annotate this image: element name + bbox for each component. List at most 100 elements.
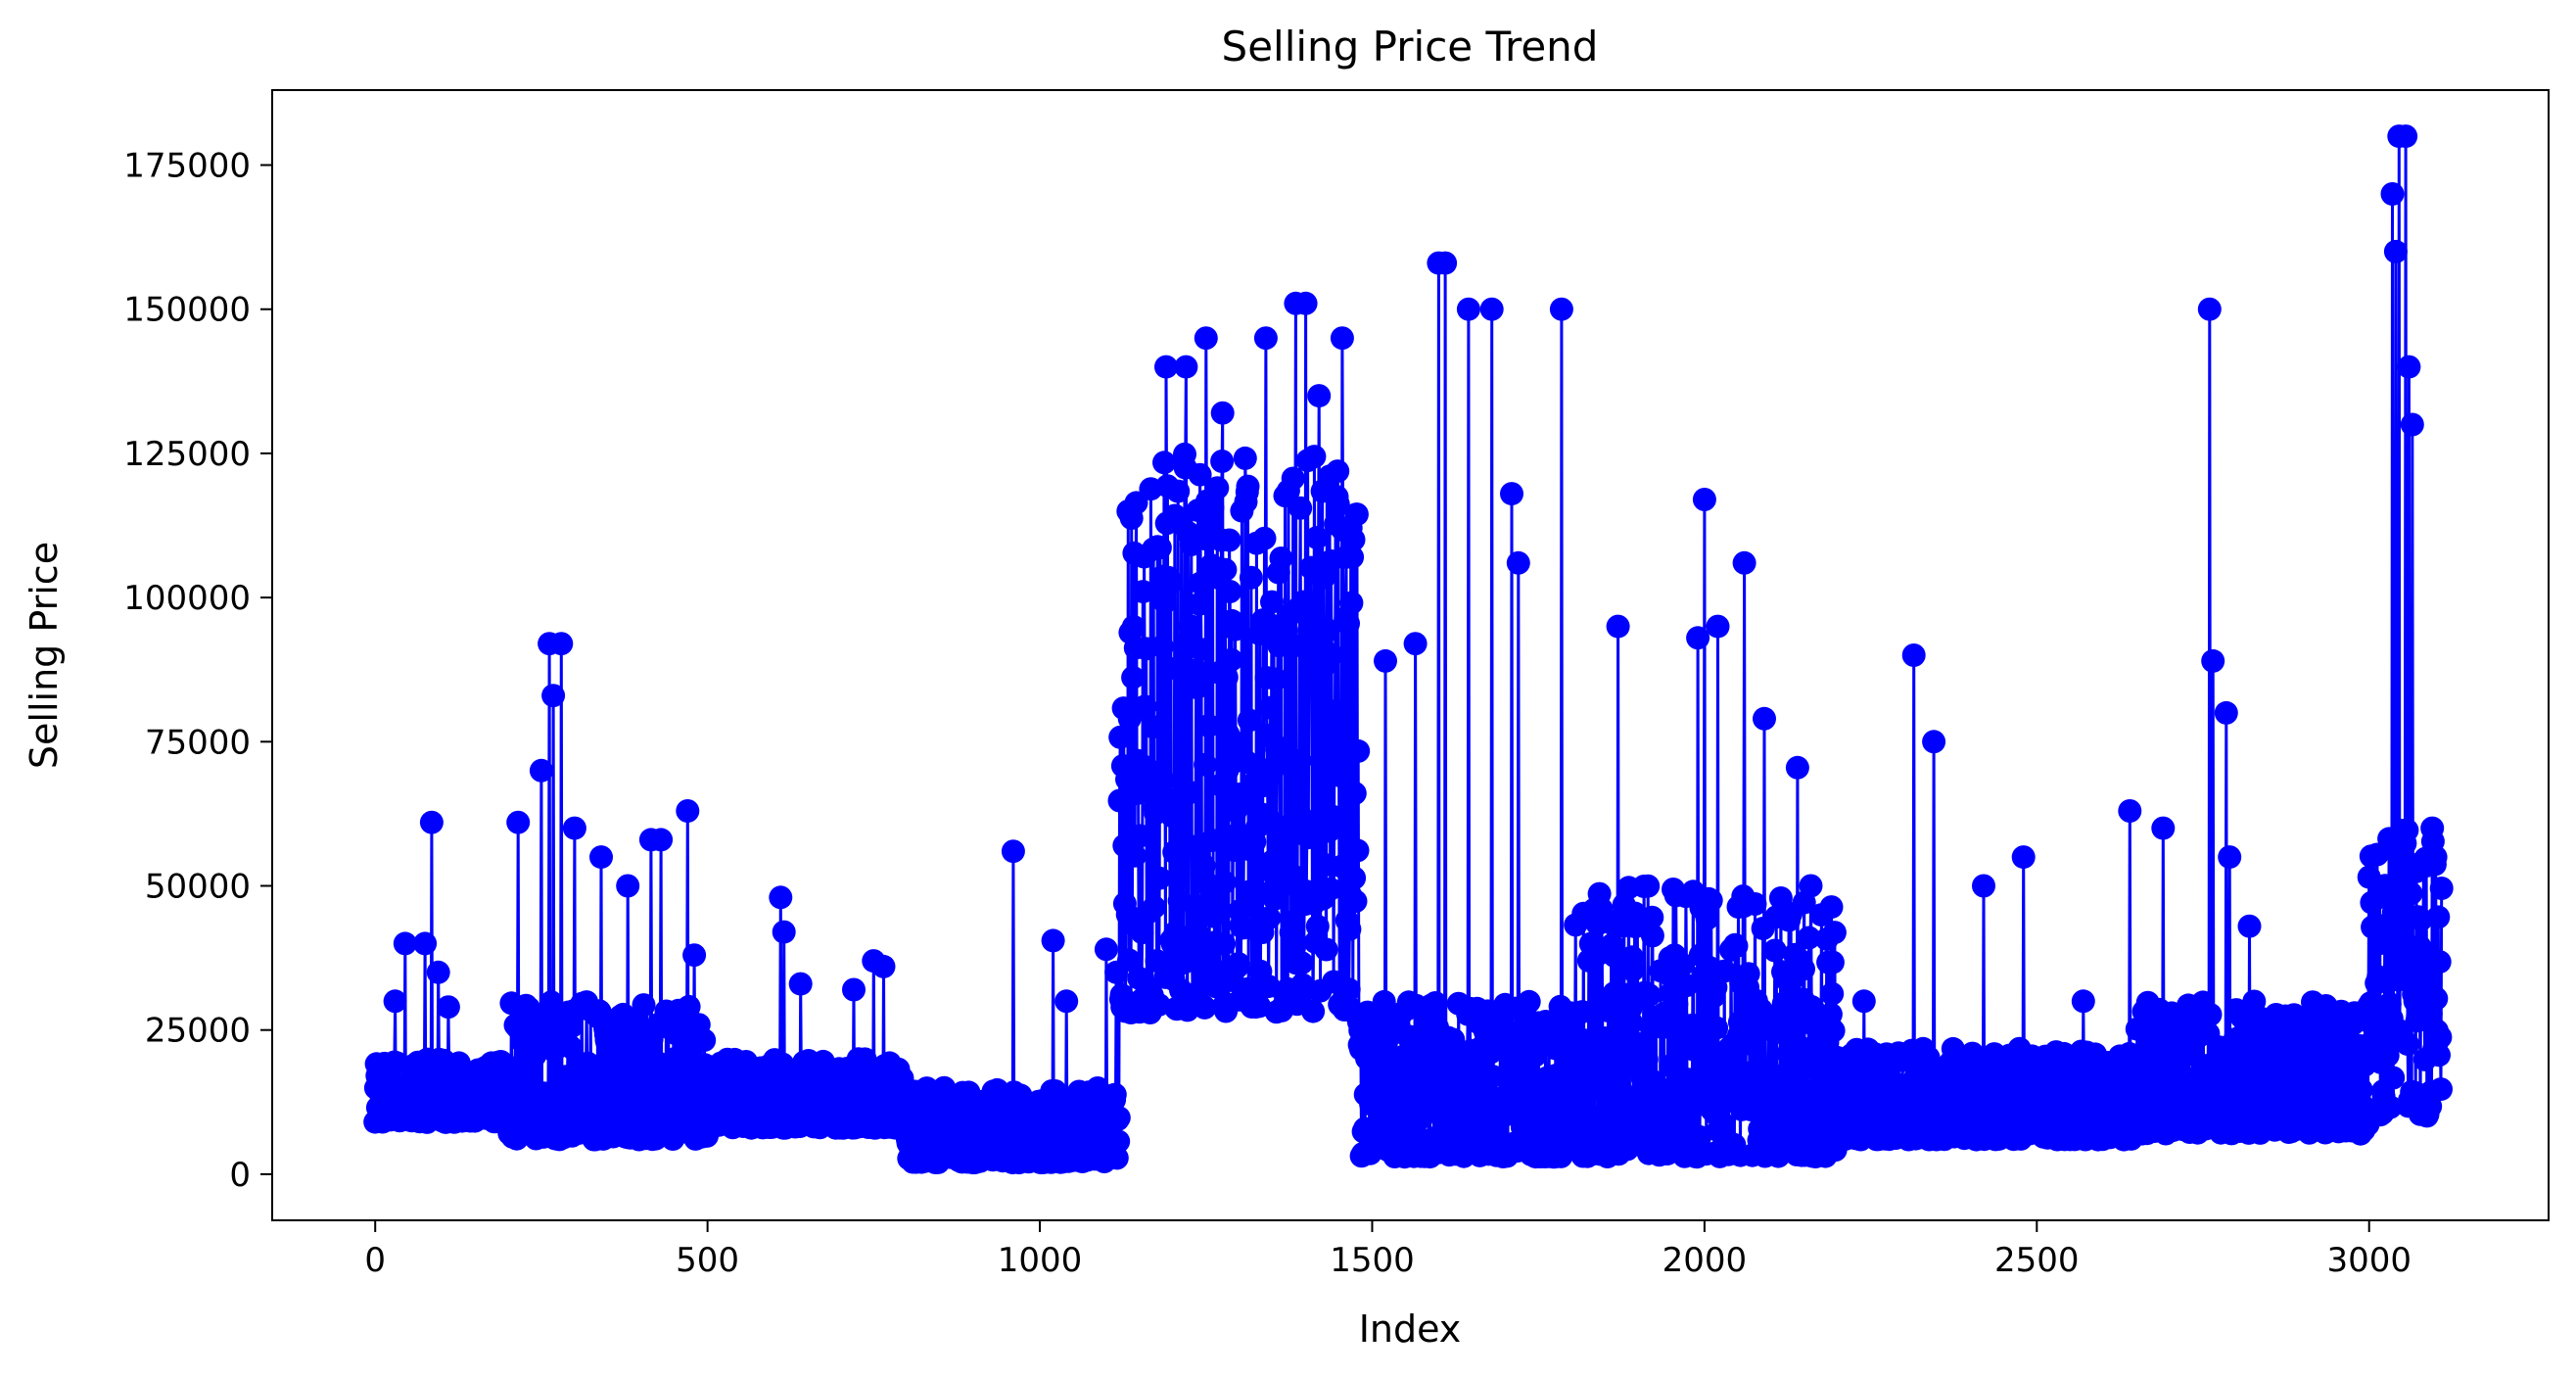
data-point bbox=[1819, 895, 1844, 920]
data-point bbox=[1269, 546, 1293, 570]
data-point bbox=[1326, 459, 1350, 484]
data-point bbox=[436, 995, 460, 1020]
data-point bbox=[1196, 714, 1221, 737]
data-point bbox=[769, 885, 793, 910]
data-point bbox=[1305, 914, 1330, 938]
data-point bbox=[1634, 1047, 1659, 1071]
data-point bbox=[2400, 412, 2424, 437]
data-point bbox=[2395, 818, 2419, 842]
data-point bbox=[1185, 676, 1209, 700]
data-point bbox=[1301, 999, 1326, 1023]
data-point bbox=[1517, 989, 1541, 1014]
data-point bbox=[1403, 632, 1428, 656]
data-point bbox=[772, 920, 796, 944]
data-point bbox=[2197, 297, 2222, 321]
data-point bbox=[1124, 491, 1148, 515]
data-point bbox=[549, 632, 574, 656]
data-point bbox=[1255, 805, 1280, 830]
chart-title: Selling Price Trend bbox=[1222, 23, 1599, 71]
x-tick-label: 1000 bbox=[998, 1241, 1083, 1280]
data-point bbox=[1151, 769, 1176, 792]
y-axis-ticks: 0 25000 50000 75000 100000 125000 150000 175000 bbox=[123, 147, 272, 1195]
data-point bbox=[2428, 1025, 2453, 1049]
data-point bbox=[1158, 571, 1183, 595]
data-point bbox=[1288, 496, 1313, 520]
data-point bbox=[419, 810, 444, 834]
data-point bbox=[2423, 845, 2448, 870]
data-point bbox=[1342, 782, 1367, 805]
data-point bbox=[1108, 725, 1133, 749]
data-point bbox=[1640, 924, 1664, 948]
data-point bbox=[1302, 445, 1327, 469]
data-point bbox=[1233, 446, 1257, 470]
data-point bbox=[1922, 730, 1946, 754]
data-point bbox=[1659, 1054, 1683, 1078]
data-point bbox=[1239, 879, 1263, 904]
data-point bbox=[1296, 826, 1321, 850]
data-point bbox=[2011, 845, 2036, 870]
data-point bbox=[788, 972, 813, 996]
data-point bbox=[1821, 1019, 1846, 1043]
data-point bbox=[2427, 950, 2452, 974]
data-point bbox=[2375, 875, 2399, 899]
data-point bbox=[1160, 804, 1185, 829]
data-point bbox=[1314, 937, 1338, 962]
data-point bbox=[1318, 877, 1342, 901]
data-point bbox=[1237, 708, 1261, 733]
x-tick-label: 2000 bbox=[1663, 1241, 1748, 1280]
data-point bbox=[1456, 297, 1480, 321]
data-point bbox=[871, 954, 896, 978]
data-point bbox=[1217, 528, 1241, 552]
data-point bbox=[1212, 931, 1237, 956]
data-point bbox=[1142, 895, 1166, 920]
data-point bbox=[2214, 700, 2238, 725]
data-point bbox=[2380, 182, 2405, 206]
data-point bbox=[2383, 239, 2408, 263]
data-point bbox=[1724, 933, 1749, 958]
data-point bbox=[1178, 781, 1202, 805]
data-point bbox=[1640, 905, 1664, 929]
data-point bbox=[506, 810, 531, 834]
data-point bbox=[1337, 917, 1362, 941]
data-point bbox=[1184, 658, 1208, 683]
data-point bbox=[1343, 889, 1368, 914]
data-point bbox=[1281, 466, 1305, 491]
plot-frame bbox=[271, 89, 2550, 1221]
data-point bbox=[853, 1047, 877, 1071]
data-point bbox=[1290, 590, 1315, 614]
data-point bbox=[2381, 1066, 2406, 1090]
data-point bbox=[1339, 591, 1364, 615]
data-point bbox=[1199, 829, 1224, 852]
data-point bbox=[1106, 1129, 1131, 1154]
data-point bbox=[1822, 921, 1847, 945]
data-point bbox=[1130, 921, 1154, 945]
y-tick-label: 75000 bbox=[145, 723, 251, 762]
data-point bbox=[1188, 592, 1211, 616]
data-point bbox=[1157, 656, 1182, 681]
data-point bbox=[1328, 764, 1352, 788]
data-point bbox=[1320, 804, 1344, 829]
data-point bbox=[1778, 1011, 1803, 1035]
data-point bbox=[1179, 614, 1203, 639]
data-point bbox=[1123, 843, 1147, 868]
data-point bbox=[2394, 124, 2418, 149]
data-point bbox=[1374, 648, 1397, 673]
data-point bbox=[1549, 297, 1573, 321]
data-point bbox=[1699, 888, 1723, 913]
data-point bbox=[2399, 881, 2423, 906]
data-point bbox=[1424, 991, 1447, 1015]
data-point bbox=[2397, 355, 2421, 379]
data-point bbox=[1154, 355, 1178, 379]
data-point bbox=[1219, 647, 1243, 672]
data-point bbox=[2396, 1032, 2420, 1057]
data-point bbox=[517, 996, 540, 1021]
y-tick-label: 25000 bbox=[145, 1012, 251, 1051]
y-axis-label: Selling Price bbox=[23, 542, 66, 769]
data-point bbox=[1820, 981, 1845, 1006]
y-tick-label: 0 bbox=[229, 1156, 251, 1195]
data-point bbox=[1336, 977, 1361, 1002]
data-point bbox=[1117, 948, 1141, 973]
y-tick-label: 150000 bbox=[123, 291, 251, 330]
data-point bbox=[1732, 550, 1756, 575]
data-point bbox=[1736, 962, 1760, 986]
